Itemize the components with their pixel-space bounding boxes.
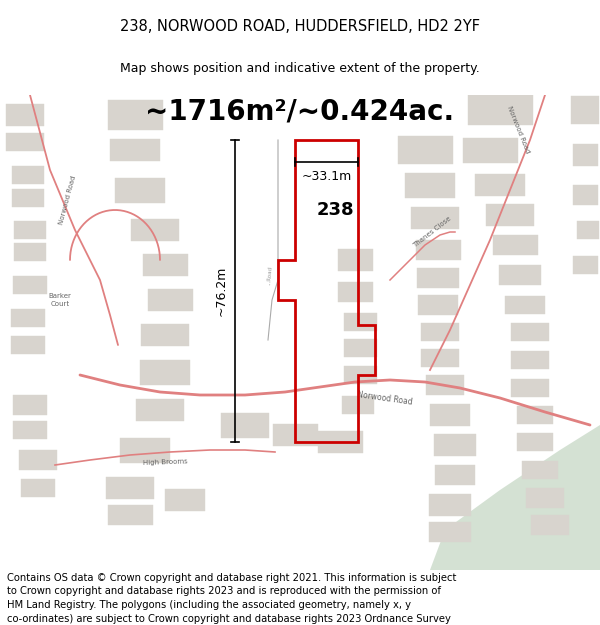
Bar: [11, 336, 45, 354]
Bar: [140, 359, 190, 384]
Bar: [418, 295, 458, 315]
Bar: [337, 249, 373, 271]
Bar: [221, 412, 269, 437]
Bar: [343, 366, 377, 384]
Text: ~33.1m: ~33.1m: [301, 169, 352, 182]
Bar: [417, 268, 459, 288]
Bar: [343, 339, 377, 357]
Bar: [131, 219, 179, 241]
Bar: [522, 461, 558, 479]
Bar: [572, 185, 598, 205]
Bar: [505, 296, 545, 314]
Text: ~1716m²/~0.424ac.: ~1716m²/~0.424ac.: [145, 98, 455, 126]
Bar: [398, 136, 452, 164]
Bar: [421, 323, 459, 341]
Bar: [13, 276, 47, 294]
Bar: [493, 235, 538, 255]
Bar: [342, 396, 374, 414]
Bar: [110, 139, 160, 161]
Bar: [19, 450, 57, 470]
Bar: [107, 100, 163, 130]
Bar: [517, 406, 553, 424]
Bar: [526, 488, 564, 508]
Bar: [343, 313, 377, 331]
Bar: [572, 256, 598, 274]
Bar: [337, 282, 373, 302]
Bar: [6, 133, 44, 151]
Bar: [107, 505, 152, 525]
Bar: [14, 221, 46, 239]
Bar: [572, 144, 598, 166]
Bar: [511, 379, 549, 397]
Text: Norwood Road: Norwood Road: [506, 106, 530, 154]
Text: Map shows position and indicative extent of the property.: Map shows position and indicative extent…: [120, 62, 480, 75]
Text: 238, NORWOOD ROAD, HUDDERSFIELD, HD2 2YF: 238, NORWOOD ROAD, HUDDERSFIELD, HD2 2YF: [120, 19, 480, 34]
Bar: [14, 243, 46, 261]
Bar: [429, 522, 471, 542]
Bar: [317, 431, 362, 453]
Bar: [106, 477, 154, 499]
Text: ~76.2m: ~76.2m: [215, 266, 227, 316]
Bar: [430, 404, 470, 426]
Bar: [272, 424, 317, 446]
Bar: [143, 254, 187, 276]
Bar: [429, 494, 471, 516]
Bar: [120, 438, 170, 462]
Bar: [577, 221, 599, 239]
Bar: [435, 465, 475, 485]
Text: Norwood Road: Norwood Road: [357, 389, 413, 406]
Bar: [517, 433, 553, 451]
Bar: [511, 323, 549, 341]
Text: High Brooms: High Brooms: [143, 458, 187, 466]
Bar: [411, 207, 459, 229]
Bar: [11, 309, 45, 327]
Bar: [165, 489, 205, 511]
Bar: [12, 189, 44, 207]
Bar: [571, 96, 599, 124]
Bar: [463, 138, 517, 162]
Polygon shape: [430, 425, 600, 570]
Bar: [6, 104, 44, 126]
Bar: [415, 240, 461, 260]
Bar: [13, 421, 47, 439]
Text: Barker
Court: Barker Court: [49, 294, 71, 306]
Bar: [136, 399, 184, 421]
Bar: [115, 177, 165, 202]
Bar: [13, 395, 47, 415]
Bar: [499, 265, 541, 285]
Bar: [511, 351, 549, 369]
Bar: [434, 434, 476, 456]
Bar: [486, 204, 534, 226]
Text: Norwood Road: Norwood Road: [59, 175, 77, 225]
Bar: [148, 289, 193, 311]
Bar: [421, 349, 459, 367]
Bar: [405, 173, 455, 198]
Text: 238: 238: [316, 201, 354, 219]
Bar: [21, 479, 55, 497]
Bar: [12, 166, 44, 184]
Bar: [467, 95, 533, 125]
Text: Thanes Close: Thanes Close: [412, 216, 452, 249]
Bar: [531, 515, 569, 535]
Bar: [426, 375, 464, 395]
Text: Contains OS data © Crown copyright and database right 2021. This information is : Contains OS data © Crown copyright and d…: [7, 572, 457, 625]
Bar: [475, 174, 525, 196]
Text: ...Road: ...Road: [266, 265, 274, 285]
Bar: [141, 324, 189, 346]
